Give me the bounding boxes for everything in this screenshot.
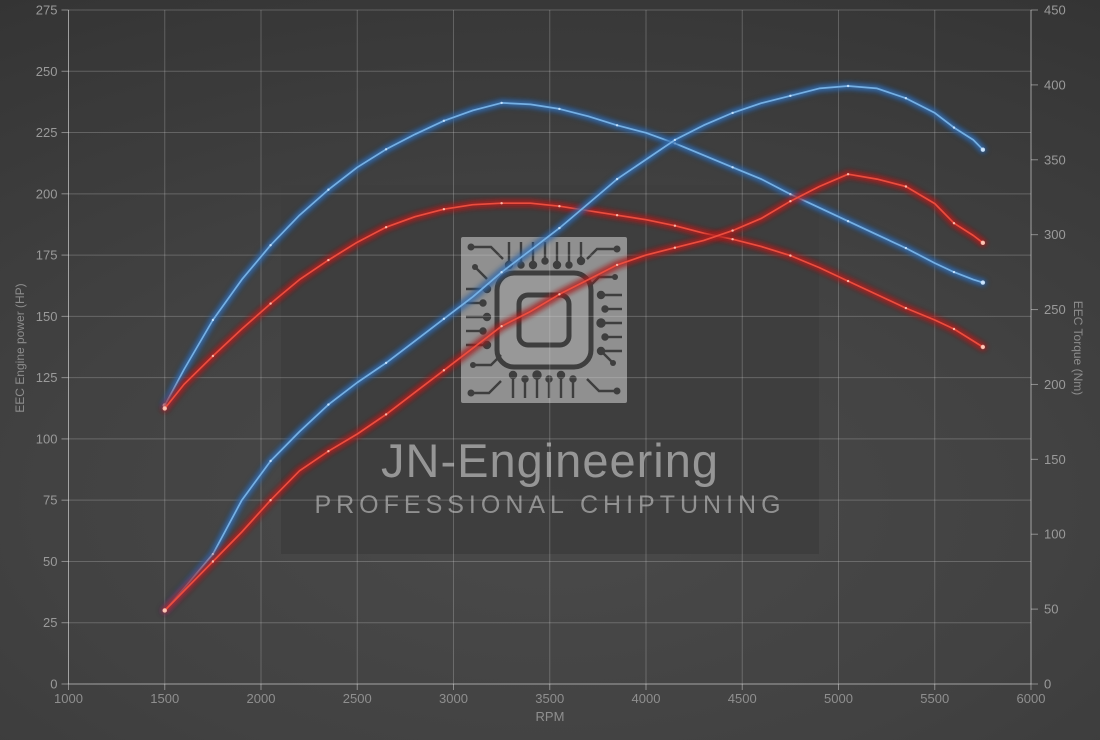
x-tick-label: 4500 xyxy=(728,691,757,706)
y-right-tick-labels: 0 50 100 150 200 250 300 350 400 450 xyxy=(1031,3,1066,692)
y-right-tick-label: 400 xyxy=(1044,77,1066,92)
y-right-tick-label: 250 xyxy=(1044,302,1066,317)
y-left-tick-label: 275 xyxy=(36,3,58,18)
y-left-tick-label: 0 xyxy=(50,677,57,692)
watermark-panel: JN-Engineering Professional Chiptuning xyxy=(281,185,819,554)
left-axis-title: EEC Engine power (HP) xyxy=(13,283,27,413)
y-right-tick-label: 50 xyxy=(1044,602,1058,617)
x-tick-label: 6000 xyxy=(1017,691,1046,706)
gridlines xyxy=(68,9,1032,685)
curve-torque-tuned xyxy=(160,98,988,410)
y-left-tick-label: 75 xyxy=(43,493,57,508)
curve-power-stock xyxy=(160,169,988,615)
curve-markers xyxy=(162,202,986,411)
x-axis-title: RPM xyxy=(535,709,565,724)
x-tick-labels: 1000 1500 2000 2500 3000 3500 4000 4500 5000 5500… xyxy=(54,684,1045,706)
y-left-tick-label: 175 xyxy=(36,248,58,263)
x-tick-label: 2500 xyxy=(343,691,372,706)
y-left-tick-label: 200 xyxy=(36,186,58,201)
y-right-tick-label: 350 xyxy=(1044,152,1066,167)
y-right-tick-label: 100 xyxy=(1044,527,1066,542)
right-axis-title: EEC Torque (Nm) xyxy=(1071,300,1085,396)
curve-markers xyxy=(162,84,986,613)
y-right-tick-label: 200 xyxy=(1044,377,1066,392)
x-tick-label: 5500 xyxy=(920,691,949,706)
y-right-tick-label: 0 xyxy=(1044,677,1051,692)
x-tick-label: 4000 xyxy=(632,691,661,706)
curve-power-tuned xyxy=(160,81,988,615)
axis-lines xyxy=(68,10,1032,685)
x-tick-label: 5000 xyxy=(824,691,853,706)
y-left-tick-label: 250 xyxy=(36,64,58,79)
curve-markers xyxy=(162,173,986,613)
x-tick-label: 3500 xyxy=(535,691,564,706)
y-right-tick-label: 300 xyxy=(1044,227,1066,242)
y-left-tick-label: 25 xyxy=(43,615,57,630)
x-tick-label: 1000 xyxy=(54,691,83,706)
y-left-tick-label: 150 xyxy=(36,309,58,324)
watermark-subtitle: Professional Chiptuning xyxy=(314,491,786,519)
watermark-title: JN-Engineering xyxy=(381,434,719,487)
curve-torque-stock xyxy=(160,198,988,413)
y-left-tick-label: 100 xyxy=(36,431,58,446)
y-left-tick-label: 125 xyxy=(36,370,58,385)
x-tick-label: 2000 xyxy=(247,691,276,706)
y-right-tick-label: 150 xyxy=(1044,452,1066,467)
x-tick-label: 3000 xyxy=(439,691,468,706)
x-tick-label: 1500 xyxy=(150,691,179,706)
y-left-tick-labels: 0 25 50 75 100 125 150 175 200 225 250 275 xyxy=(36,3,69,692)
y-left-tick-label: 50 xyxy=(43,554,57,569)
y-right-tick-label: 450 xyxy=(1044,3,1066,18)
y-left-tick-label: 225 xyxy=(36,125,58,140)
